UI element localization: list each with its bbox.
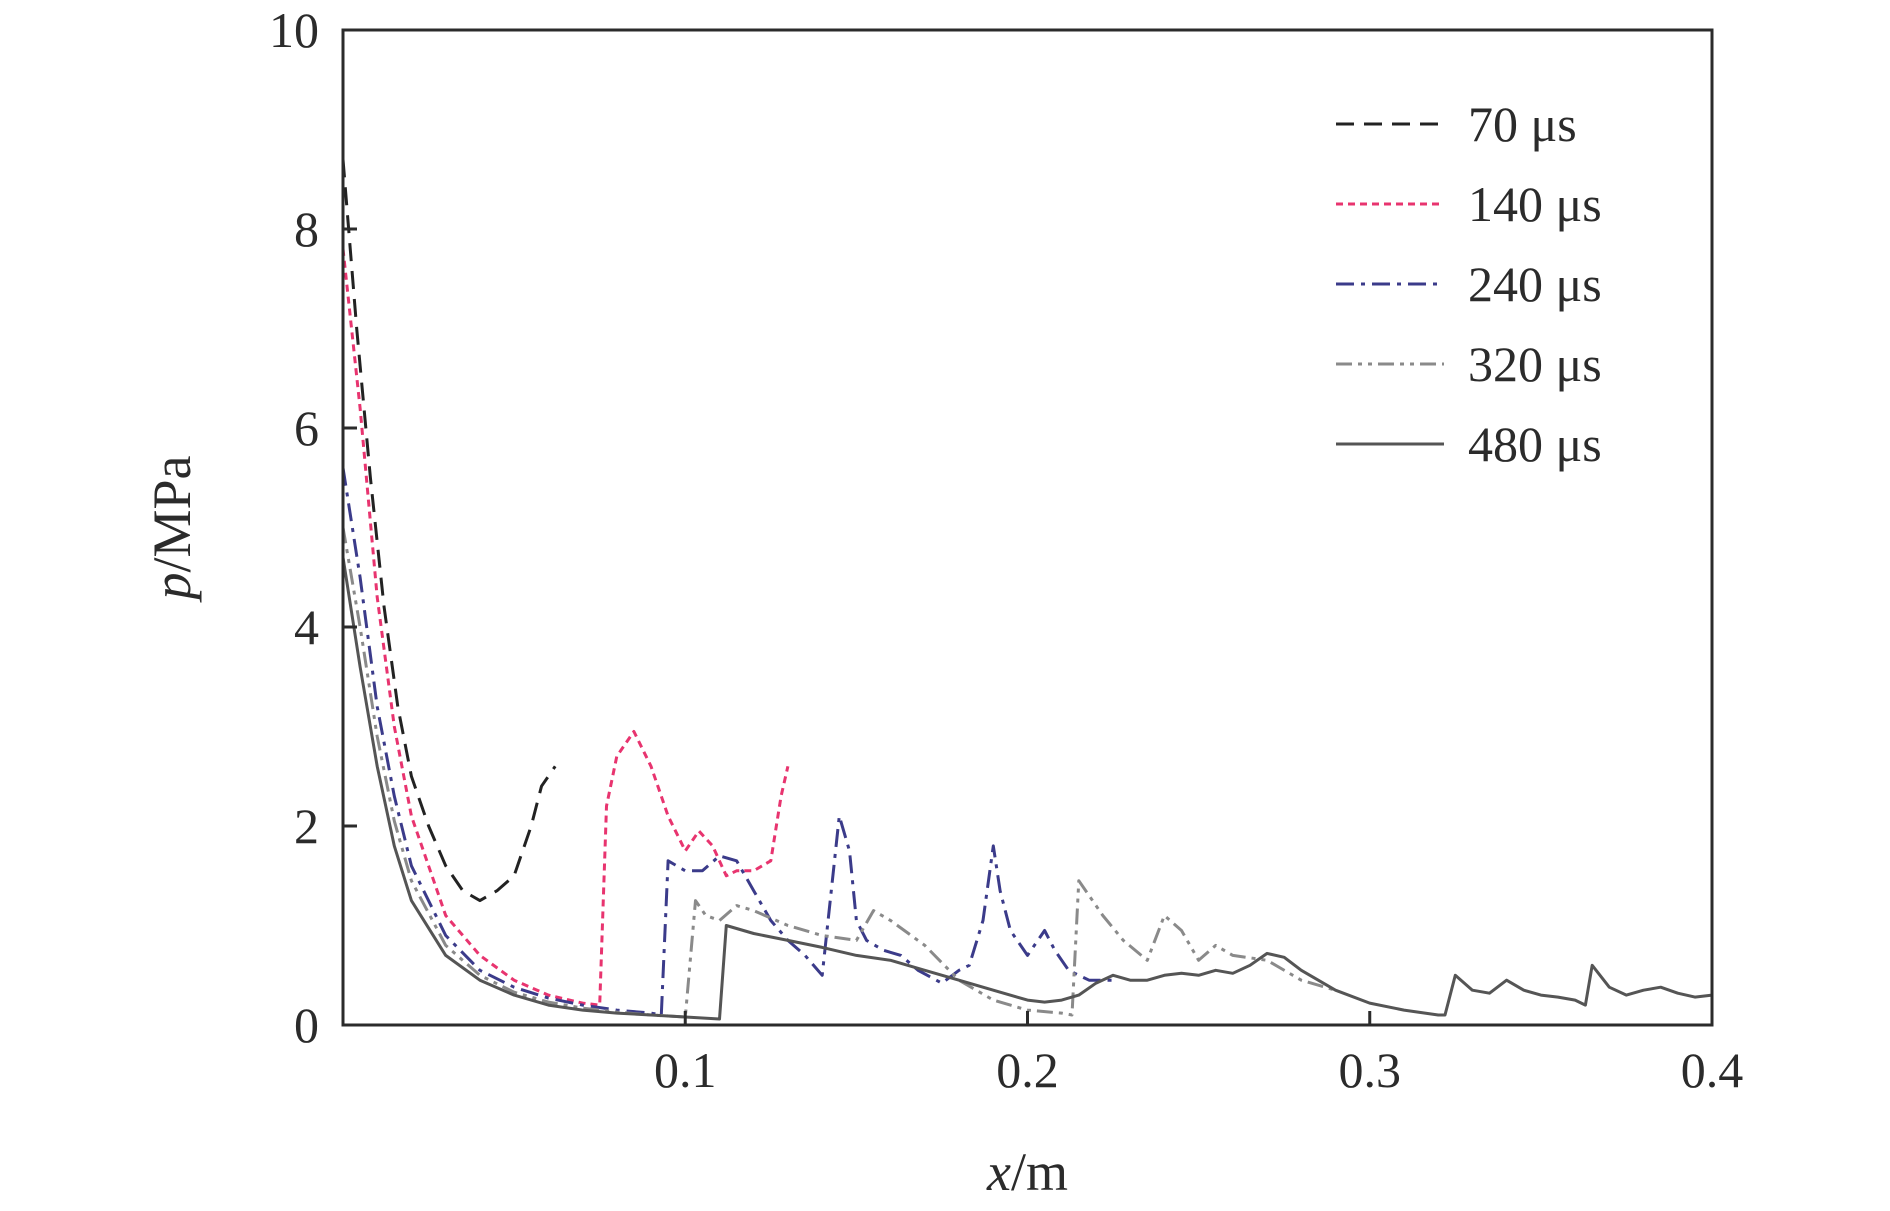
y-tick-label: 8 bbox=[294, 201, 319, 257]
legend-label: 240 μs bbox=[1468, 256, 1602, 312]
y-axis-unit: /MPa bbox=[142, 455, 202, 572]
y-axis-title: p/MPa bbox=[142, 455, 202, 603]
y-tick-label: 2 bbox=[294, 798, 319, 854]
legend-label: 70 μs bbox=[1468, 96, 1577, 152]
x-axis-unit: /m bbox=[1011, 1142, 1068, 1202]
legend: 70 μs 140 μs 240 μs 320 μs 480 μs bbox=[1336, 96, 1602, 472]
x-tick-label: 0.2 bbox=[996, 1042, 1059, 1098]
y-tick-label: 10 bbox=[269, 2, 319, 58]
series-line bbox=[341, 159, 557, 903]
y-tick-label: 4 bbox=[294, 599, 319, 655]
legend-label: 140 μs bbox=[1468, 176, 1602, 232]
x-tick-label: 0.4 bbox=[1681, 1042, 1744, 1098]
series-line bbox=[341, 248, 790, 1007]
legend-label: 320 μs bbox=[1468, 336, 1602, 392]
series-line bbox=[341, 527, 1336, 1019]
y-tick-label: 6 bbox=[294, 400, 319, 456]
y-axis: 0 2 4 6 8 10 bbox=[269, 2, 357, 1053]
x-axis: 0.1 0.2 0.3 0.4 bbox=[654, 1011, 1743, 1098]
series-layer bbox=[341, 159, 1713, 1021]
x-tick-label: 0.3 bbox=[1339, 1042, 1402, 1098]
x-axis-variable: x bbox=[986, 1142, 1011, 1202]
series-line bbox=[341, 467, 1114, 1017]
series-line bbox=[341, 557, 1713, 1021]
y-tick-label: 0 bbox=[294, 997, 319, 1053]
legend-label: 480 μs bbox=[1468, 416, 1602, 472]
x-axis-title: x/m bbox=[986, 1142, 1068, 1202]
x-tick-label: 0.1 bbox=[654, 1042, 717, 1098]
y-axis-variable: p bbox=[142, 573, 202, 604]
